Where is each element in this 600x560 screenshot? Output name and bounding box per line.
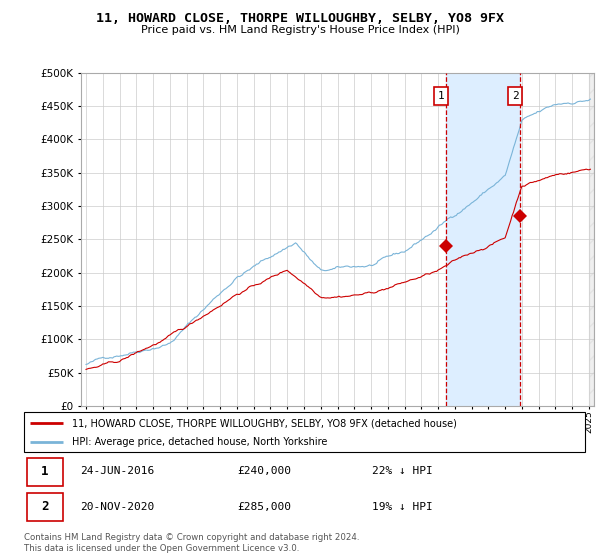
- Text: 1: 1: [438, 91, 445, 101]
- Text: £285,000: £285,000: [237, 502, 291, 512]
- Text: Price paid vs. HM Land Registry's House Price Index (HPI): Price paid vs. HM Land Registry's House …: [140, 25, 460, 35]
- Text: 22% ↓ HPI: 22% ↓ HPI: [372, 466, 433, 477]
- Text: 11, HOWARD CLOSE, THORPE WILLOUGHBY, SELBY, YO8 9FX: 11, HOWARD CLOSE, THORPE WILLOUGHBY, SEL…: [96, 12, 504, 25]
- Text: 2: 2: [512, 91, 518, 101]
- Text: 19% ↓ HPI: 19% ↓ HPI: [372, 502, 433, 512]
- Text: Contains HM Land Registry data © Crown copyright and database right 2024.
This d: Contains HM Land Registry data © Crown c…: [24, 533, 359, 553]
- FancyBboxPatch shape: [27, 493, 63, 521]
- Bar: [589, 73, 594, 406]
- Text: 1: 1: [41, 465, 49, 478]
- FancyBboxPatch shape: [24, 412, 585, 452]
- Text: 20-NOV-2020: 20-NOV-2020: [80, 502, 154, 512]
- Text: £240,000: £240,000: [237, 466, 291, 477]
- Text: 24-JUN-2016: 24-JUN-2016: [80, 466, 154, 477]
- Bar: [446, 73, 520, 406]
- FancyBboxPatch shape: [27, 458, 63, 486]
- Text: 2: 2: [41, 500, 49, 513]
- Text: HPI: Average price, detached house, North Yorkshire: HPI: Average price, detached house, Nort…: [71, 437, 327, 447]
- Text: 11, HOWARD CLOSE, THORPE WILLOUGHBY, SELBY, YO8 9FX (detached house): 11, HOWARD CLOSE, THORPE WILLOUGHBY, SEL…: [71, 418, 457, 428]
